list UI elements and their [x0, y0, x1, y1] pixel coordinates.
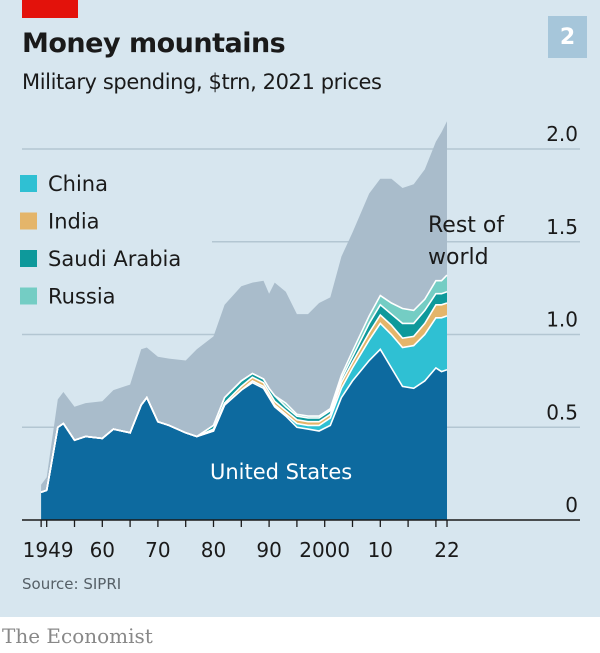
rest-of-world-label-1: Rest of [428, 213, 505, 238]
y-tick-label: 0 [565, 493, 578, 517]
x-tick-label: 22 [434, 538, 459, 562]
legend-label: India [48, 210, 100, 234]
rest-of-world-label-2: world [428, 245, 489, 270]
x-tick-label: 1949 [23, 538, 74, 562]
x-tick-label: 70 [145, 538, 170, 562]
y-tick-label: 1.5 [546, 215, 578, 239]
chart-title: Money mountains [22, 28, 286, 59]
x-tick-label: 60 [90, 538, 115, 562]
separator-russia [40, 274, 448, 493]
legend-label: Russia [48, 285, 116, 309]
chart-subtitle: Military spending, $trn, 2021 prices [22, 70, 382, 94]
economist-logo-text: The Economist [2, 624, 153, 648]
x-tick-label: 2000 [299, 538, 350, 562]
x-tick-label: 10 [368, 538, 393, 562]
area-rest-of-world [41, 121, 447, 493]
y-tick-label: 1.0 [546, 308, 578, 332]
united-states-label: United States [210, 460, 352, 484]
legend-label: Saudi Arabia [48, 247, 181, 271]
x-tick-label: 80 [201, 538, 226, 562]
legend-swatch-china [20, 175, 37, 192]
source-note: Source: SIPRI [22, 575, 122, 593]
legend-swatch-india [20, 212, 37, 230]
legend-swatch-russia [20, 287, 37, 305]
legend-label: China [48, 172, 108, 196]
x-tick-label: 90 [256, 538, 281, 562]
y-tick-label: 2.0 [546, 122, 578, 146]
y-tick-label: 0.5 [546, 400, 578, 424]
brand-red-bar [22, 0, 78, 18]
stacked-area-chart: 0 0.5 1.0 1.5 2.0 1949 60 70 80 90 2000 10 22 China… [20, 121, 580, 562]
chart-number-badge: 2 [548, 16, 587, 58]
legend-swatch-saudi-arabia [20, 250, 37, 267]
